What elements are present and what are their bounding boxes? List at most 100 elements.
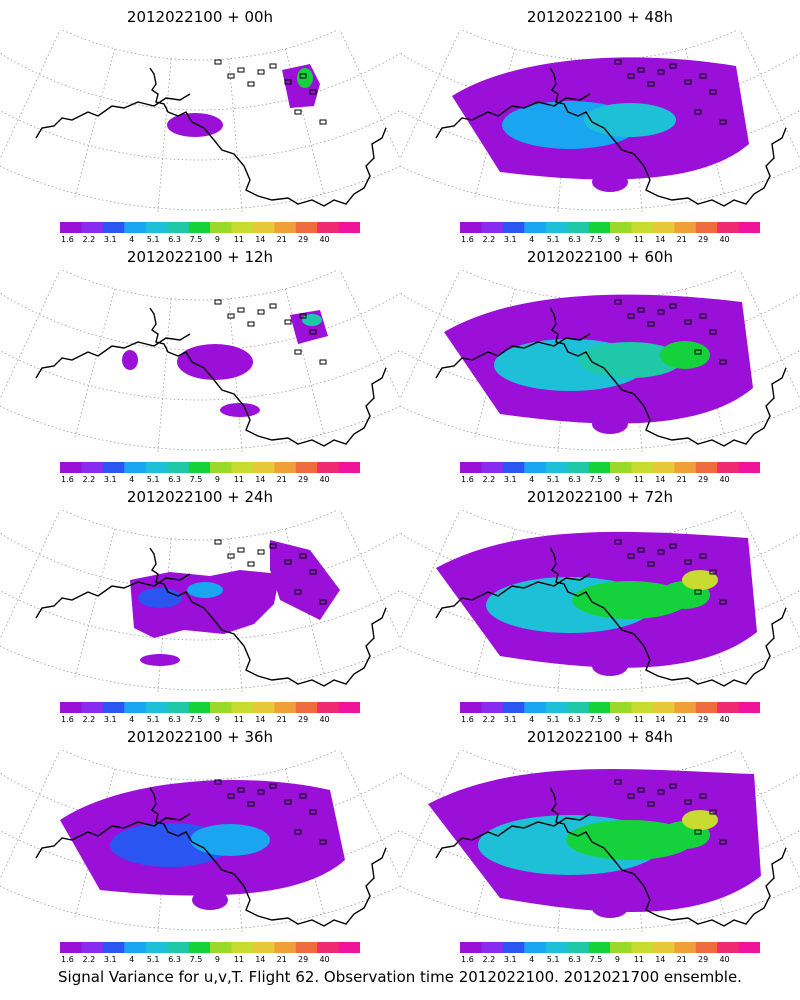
colorbar-tick-label: 9 bbox=[614, 475, 620, 484]
variance-shading bbox=[682, 570, 718, 590]
island-outline bbox=[637, 787, 645, 793]
colorbar-tick-label: 40 bbox=[319, 715, 330, 724]
colorbar-swatch bbox=[167, 222, 190, 233]
colorbar-tick-label: 6.3 bbox=[568, 955, 581, 964]
map-panel-84h: 2012022100 + 84h 1.6 2.2 3.1 4 5.1 6.3 7.5 9 11 1… bbox=[400, 720, 800, 965]
colorbar-swatch bbox=[717, 702, 740, 713]
variance-map bbox=[400, 510, 800, 694]
colorbar-swatch bbox=[124, 462, 147, 473]
colorbar-swatch bbox=[145, 462, 168, 473]
colorbar-swatch bbox=[60, 222, 83, 233]
island-outline bbox=[269, 783, 277, 789]
colorbar-swatch bbox=[631, 702, 654, 713]
colorbar-tick-label: 21 bbox=[676, 475, 687, 484]
island-outline bbox=[257, 69, 265, 75]
colorbar-tick-label: 4 bbox=[129, 955, 135, 964]
colorbar-swatch bbox=[102, 942, 125, 953]
colorbar-swatch bbox=[167, 702, 190, 713]
island-outline bbox=[684, 559, 692, 565]
longitude-gridline bbox=[0, 30, 61, 160]
colorbar-swatch bbox=[252, 942, 275, 953]
island-outline bbox=[299, 793, 307, 799]
island-outline bbox=[684, 79, 692, 85]
island-outline bbox=[657, 789, 665, 795]
variance-shading bbox=[302, 314, 322, 326]
colorbar-tick-label: 4 bbox=[529, 955, 535, 964]
colorbar-tick-label: 21 bbox=[676, 715, 687, 724]
colorbar-labels: 1.6 2.2 3.1 4 5.1 6.3 7.5 9 11 14 21 29 40 bbox=[458, 475, 768, 485]
longitude-gridline bbox=[389, 30, 400, 127]
colorbar-tick-label: 1.6 bbox=[61, 715, 74, 724]
colorbar-swatch bbox=[588, 462, 611, 473]
colorbar-tick-label: 29 bbox=[698, 475, 709, 484]
coastline bbox=[435, 93, 591, 139]
colorbar-labels: 1.6 2.2 3.1 4 5.1 6.3 7.5 9 11 14 21 29 40 bbox=[58, 715, 368, 725]
colorbar-swatch bbox=[652, 462, 675, 473]
longitude-gridline bbox=[400, 510, 411, 607]
longitude-gridline bbox=[157, 538, 172, 694]
island-outline bbox=[237, 67, 245, 73]
longitude-gridline bbox=[557, 298, 572, 454]
longitude-gridline bbox=[400, 270, 411, 367]
colorbar-tick-label: 6.3 bbox=[168, 955, 181, 964]
longitude-gridline bbox=[628, 58, 643, 214]
longitude-gridline bbox=[157, 778, 172, 934]
colorbar-tick-label: 3.1 bbox=[103, 715, 117, 724]
colorbar-swatch bbox=[295, 702, 318, 713]
island-outline bbox=[637, 547, 645, 553]
colorbar-tick-label: 21 bbox=[276, 235, 287, 244]
colorbar-tick-label: 11 bbox=[633, 475, 644, 484]
colorbar-tick-label: 3.1 bbox=[103, 955, 117, 964]
island-outline bbox=[709, 569, 717, 575]
island-outline bbox=[319, 359, 327, 365]
colorbar-tick-label: 29 bbox=[298, 235, 309, 244]
colorbar-tick-label: 9 bbox=[214, 955, 220, 964]
island-outline bbox=[699, 553, 707, 559]
island-outline bbox=[269, 63, 277, 69]
island-outline bbox=[647, 81, 655, 87]
colorbar-swatch bbox=[545, 702, 568, 713]
colorbar-tick-label: 11 bbox=[233, 235, 244, 244]
longitude-gridline bbox=[0, 750, 11, 847]
variance-shading bbox=[592, 656, 628, 676]
colorbar-tick-label: 1.6 bbox=[461, 475, 474, 484]
colorbar-swatch bbox=[231, 942, 254, 953]
colorbar-labels: 1.6 2.2 3.1 4 5.1 6.3 7.5 9 11 14 21 29 40 bbox=[458, 235, 768, 245]
colorbar-tick-label: 7.5 bbox=[589, 955, 603, 964]
colorbar-tick-label: 9 bbox=[214, 475, 220, 484]
island-outline bbox=[319, 119, 327, 125]
island-outline bbox=[709, 89, 717, 95]
colorbar-swatch bbox=[695, 222, 718, 233]
panel-title: 2012022100 + 12h bbox=[126, 248, 274, 266]
variance-shading bbox=[140, 654, 180, 666]
longitude-gridline bbox=[285, 288, 326, 439]
colorbar-tick-label: 11 bbox=[633, 955, 644, 964]
colorbar-swatch bbox=[524, 942, 547, 953]
colorbar-tick-label: 14 bbox=[255, 235, 266, 244]
colorbar-tick-label: 1.6 bbox=[61, 235, 74, 244]
island-outline bbox=[227, 793, 235, 799]
island-outline bbox=[319, 599, 327, 605]
colorbar-swatch bbox=[167, 942, 190, 953]
colorbar-swatch bbox=[588, 942, 611, 953]
colorbar-swatch bbox=[567, 222, 590, 233]
island-outline bbox=[214, 779, 222, 785]
colorbar-tick-label: 2.2 bbox=[482, 475, 496, 484]
island-outline bbox=[284, 559, 292, 565]
island-outline bbox=[214, 59, 222, 65]
colorbar-swatch bbox=[60, 702, 83, 713]
colorbar-swatch bbox=[631, 942, 654, 953]
colorbar-swatch bbox=[631, 462, 654, 473]
colorbar-tick-label: 7.5 bbox=[589, 475, 603, 484]
variance-map bbox=[400, 750, 800, 934]
colorbar-swatch bbox=[338, 462, 360, 473]
colorbar-swatch bbox=[674, 702, 697, 713]
variance-map bbox=[0, 30, 400, 214]
colorbar-swatch bbox=[317, 462, 340, 473]
colorbar-swatch bbox=[717, 462, 740, 473]
colorbar-tick-label: 40 bbox=[719, 235, 730, 244]
colorbar bbox=[60, 462, 360, 473]
colorbar-tick-label: 1.6 bbox=[461, 715, 474, 724]
longitude-gridline bbox=[400, 510, 461, 640]
island-outline bbox=[257, 789, 265, 795]
